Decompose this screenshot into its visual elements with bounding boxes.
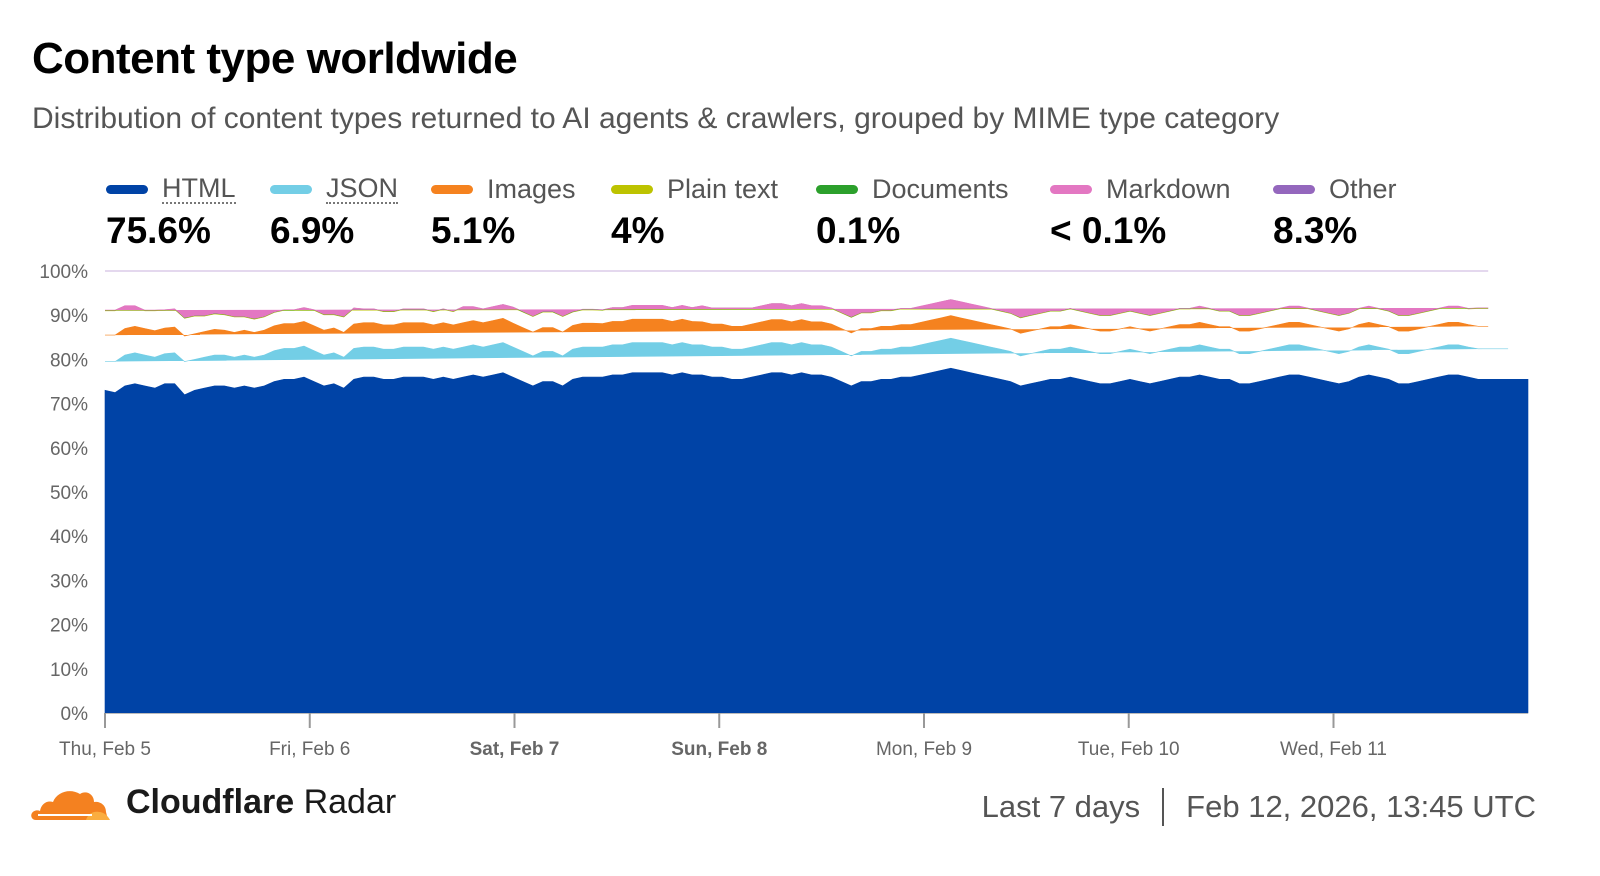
y-tick-label: 60% (50, 439, 88, 460)
y-tick-label: 70% (50, 395, 88, 416)
time-range[interactable]: Last 7 days (981, 789, 1141, 824)
y-tick-label: 30% (50, 571, 88, 592)
legend-label: HTML (162, 173, 236, 204)
y-tick-label: 90% (50, 306, 88, 327)
legend-item-markdown[interactable]: Markdown < 0.1% (1050, 172, 1231, 252)
x-tick-label: Thu, Feb 5 (59, 739, 151, 760)
legend-item-json[interactable]: JSON 6.9% (270, 172, 399, 252)
cloudflare-logo-icon (31, 791, 110, 820)
y-tick-label: 50% (50, 483, 88, 504)
legend-value: 5.1% (431, 210, 516, 251)
x-tick-label: Sat, Feb 7 (470, 739, 560, 760)
legend-value: 0.1% (816, 210, 901, 251)
legend-item-other[interactable]: Other 8.3% (1273, 172, 1397, 252)
y-axis: 0% 10% 20% 30% 40% 50% 60% 70% 80% 90% 100% (39, 262, 88, 725)
x-tick-label: Mon, Feb 9 (876, 739, 972, 760)
legend: HTML 75.6% JSON 6.9% Images 5.1% Plain t… (0, 172, 1600, 262)
brand-name: Cloudflare Radar (126, 782, 397, 821)
legend-value: 6.9% (270, 210, 355, 251)
legend-item-html[interactable]: HTML 75.6% (106, 172, 236, 252)
chart-subtitle: Distribution of content types returned t… (32, 102, 1280, 135)
area-images[interactable] (105, 315, 1489, 337)
legend-value: < 0.1% (1050, 210, 1167, 251)
legend-label: Markdown (1106, 173, 1231, 204)
footer: Cloudflare Radar Last 7 days Feb 12, 202… (0, 780, 1600, 850)
legend-label: Images (487, 173, 576, 204)
separator (1162, 788, 1165, 826)
area-layers (104, 270, 1529, 714)
area-html[interactable] (104, 367, 1529, 714)
legend-value: 75.6% (106, 210, 211, 251)
legend-swatch (611, 184, 653, 194)
legend-swatch (431, 184, 473, 194)
x-tick-label: Fri, Feb 6 (269, 739, 350, 760)
timestamp: Feb 12, 2026, 13:45 UTC (1186, 789, 1536, 824)
legend-item-images[interactable]: Images 5.1% (431, 172, 576, 252)
x-tick-label: Wed, Feb 11 (1280, 739, 1387, 760)
legend-item-plain-text[interactable]: Plain text 4% (611, 172, 778, 252)
legend-label: Other (1329, 173, 1397, 204)
legend-swatch (816, 184, 858, 194)
stacked-area-chart[interactable]: 0% 10% 20% 30% 40% 50% 60% 70% 80% 90% 100% Thu, Fe… (0, 0, 1600, 780)
chart-title: Content type worldwide (32, 34, 518, 83)
legend-swatch (270, 184, 312, 194)
y-tick-label: 40% (50, 527, 88, 548)
legend-label: Plain text (667, 173, 779, 204)
y-tick-label: 0% (61, 704, 89, 725)
legend-value: 8.3% (1273, 210, 1358, 251)
legend-swatch (1050, 184, 1092, 194)
y-tick-label: 80% (50, 350, 88, 371)
legend-swatch (106, 184, 148, 194)
y-tick-label: 10% (50, 660, 88, 681)
legend-value: 4% (611, 210, 665, 251)
legend-label: Documents (872, 173, 1009, 204)
brand[interactable]: Cloudflare Radar (30, 782, 396, 822)
x-tick-label: Sun, Feb 8 (671, 739, 767, 760)
legend-label: JSON (326, 173, 399, 204)
meta: Last 7 days Feb 12, 2026, 13:45 UTC (982, 788, 1536, 826)
area-json[interactable] (105, 337, 1509, 362)
x-tick-label: Tue, Feb 10 (1078, 739, 1180, 760)
x-axis: Thu, Feb 5 Fri, Feb 6 Sat, Feb 7 Sun, Feb 8… (59, 713, 1528, 760)
legend-swatch (1273, 184, 1315, 194)
y-tick-label: 20% (50, 616, 88, 637)
area-markdown[interactable] (105, 299, 1489, 319)
legend-item-documents[interactable]: Documents 0.1% (816, 172, 1009, 252)
y-tick-label: 100% (39, 262, 88, 283)
